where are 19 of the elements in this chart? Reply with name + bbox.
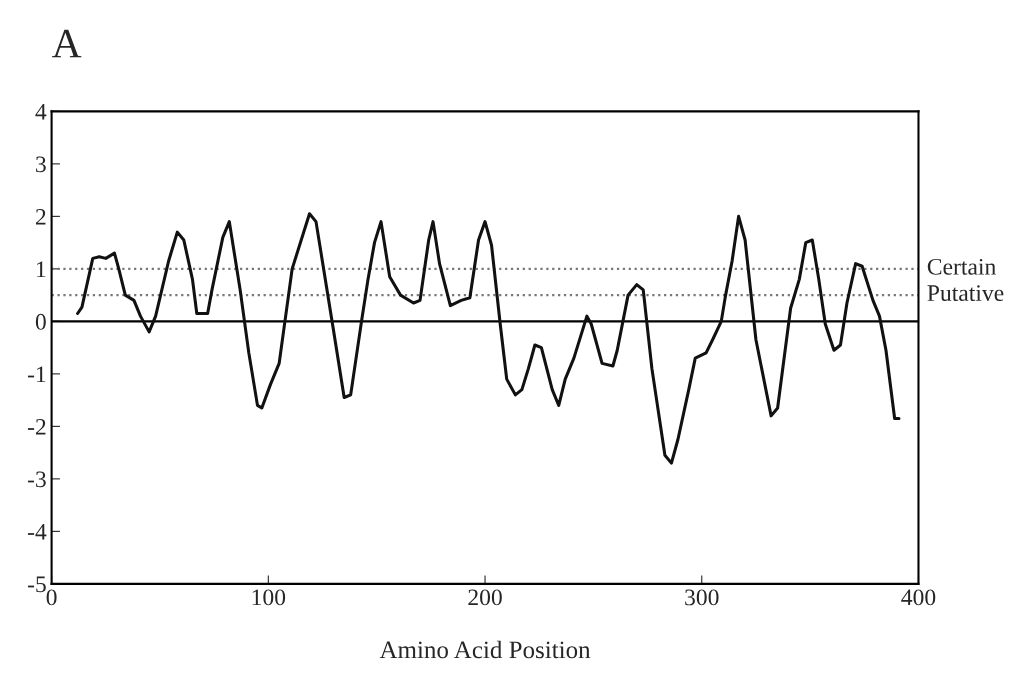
x-tick-label: 300 bbox=[685, 589, 719, 606]
y-tick-label: -4 bbox=[27, 524, 47, 540]
x-tick-label: 400 bbox=[901, 589, 936, 606]
y-tick-label: -2 bbox=[27, 418, 46, 435]
ref-line-label: Certain bbox=[927, 258, 996, 275]
ref-line-label: Putative bbox=[927, 285, 1004, 302]
y-tick-label: 1 bbox=[37, 261, 46, 278]
y-tick-label: 2 bbox=[35, 208, 46, 225]
y-tick-label: 3 bbox=[36, 156, 46, 173]
x-tick-label: 100 bbox=[252, 589, 286, 606]
y-tick-label: -5 bbox=[27, 576, 46, 593]
chart-title: A bbox=[52, 29, 82, 58]
y-tick-label: 0 bbox=[35, 313, 46, 330]
x-axis-title: Amino Acid Position bbox=[379, 640, 591, 659]
y-tick-label: -3 bbox=[27, 471, 46, 488]
y-tick-label: 4 bbox=[35, 104, 47, 120]
line-series bbox=[76, 212, 901, 465]
y-tick-label: -1 bbox=[27, 366, 46, 383]
x-tick-label: 200 bbox=[468, 589, 502, 606]
